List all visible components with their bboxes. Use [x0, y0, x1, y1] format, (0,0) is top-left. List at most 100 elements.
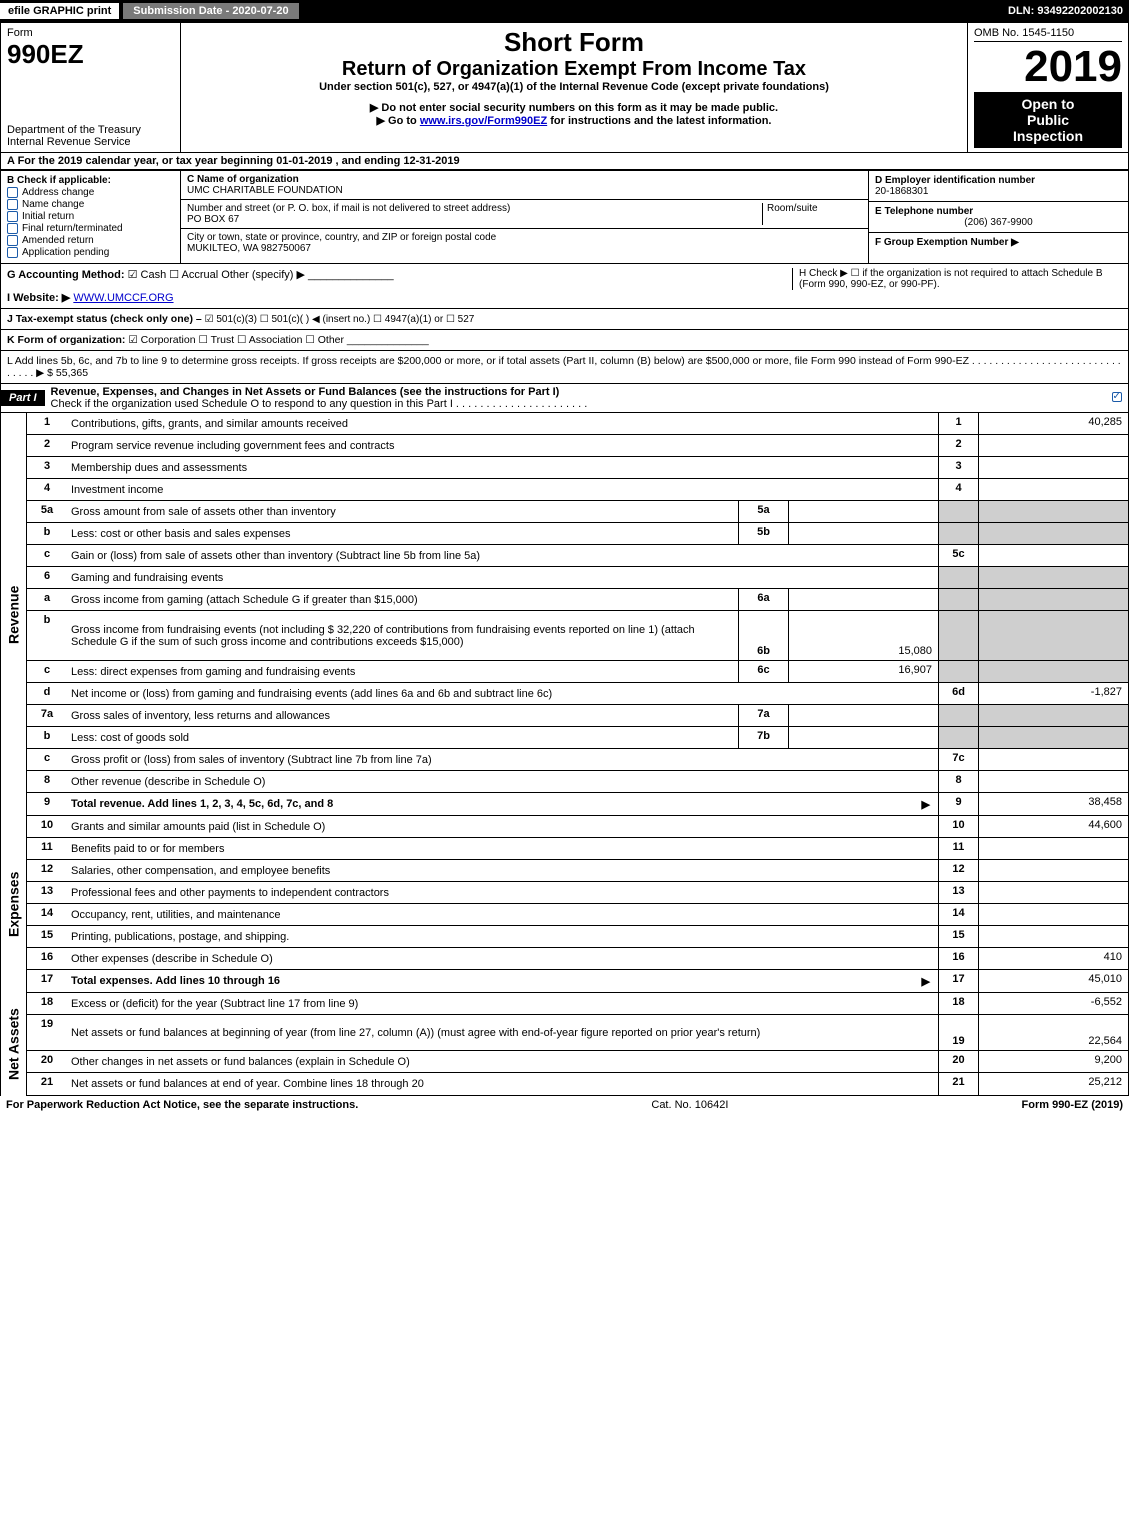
phone-label: E Telephone number — [875, 206, 973, 217]
dln: DLN: 93492202002130 — [1008, 5, 1129, 17]
a-tax-year-line: A For the 2019 calendar year, or tax yea… — [0, 153, 1129, 170]
cb-amended-return[interactable]: Amended return — [22, 235, 94, 246]
line-17: 17 Total expenses. Add lines 10 through … — [27, 970, 1128, 992]
line-6d-value: -1,827 — [978, 683, 1128, 704]
line-6c: c Less: direct expenses from gaming and … — [27, 661, 1128, 683]
line-21-value: 25,212 — [978, 1073, 1128, 1095]
info-grid: B Check if applicable: Address change Na… — [0, 170, 1129, 264]
line-9: 9 Total revenue. Add lines 1, 2, 3, 4, 5… — [27, 793, 1128, 815]
short-form-title: Short Form — [187, 27, 961, 58]
k-label: K Form of organization: — [7, 334, 125, 346]
bullet-2-pre: ▶ Go to — [377, 115, 420, 127]
room-suite-label: Room/suite — [762, 203, 862, 225]
line-4: 4 Investment income 4 — [27, 479, 1128, 501]
section-c: C Name of organization UMC CHARITABLE FO… — [181, 171, 868, 263]
i-label: I Website: ▶ — [7, 292, 70, 304]
org-address: PO BOX 67 — [187, 214, 239, 225]
return-title: Return of Organization Exempt From Incom… — [187, 58, 961, 81]
net-assets-side-label: Net Assets — [0, 993, 26, 1096]
arrow-icon: ▶ — [922, 798, 934, 811]
line-9-value: 38,458 — [978, 793, 1128, 815]
bullet-2: ▶ Go to www.irs.gov/Form990EZ for instru… — [187, 114, 961, 127]
form-code: 990EZ — [7, 39, 84, 69]
line-6d: d Net income or (loss) from gaming and f… — [27, 683, 1128, 705]
cb-initial-return[interactable]: Initial return — [22, 211, 74, 222]
line-12: 12 Salaries, other compensation, and emp… — [27, 860, 1128, 882]
under-section: Under section 501(c), 527, or 4947(a)(1)… — [187, 81, 961, 93]
j-label: J Tax-exempt status (check only one) – — [7, 313, 202, 325]
g-options[interactable]: ☑ Cash ☐ Accrual Other (specify) ▶ — [128, 269, 305, 281]
line-11: 11 Benefits paid to or for members 11 — [27, 838, 1128, 860]
line-5a: 5a Gross amount from sale of assets othe… — [27, 501, 1128, 523]
line-13: 13 Professional fees and other payments … — [27, 882, 1128, 904]
efile-label[interactable]: efile GRAPHIC print — [0, 3, 119, 19]
line-7b: b Less: cost of goods sold 7b — [27, 727, 1128, 749]
line-19-value: 22,564 — [978, 1015, 1128, 1050]
form-header: Form 990EZ Department of the Treasury In… — [0, 22, 1129, 153]
irs-link[interactable]: www.irs.gov/Form990EZ — [420, 115, 547, 127]
line-6a: a Gross income from gaming (attach Sched… — [27, 589, 1128, 611]
part-1-sub: Check if the organization used Schedule … — [51, 398, 588, 410]
submission-date: Submission Date - 2020-07-20 — [123, 3, 298, 19]
cat-no: Cat. No. 10642I — [651, 1099, 728, 1111]
expenses-section: Expenses 10 Grants and similar amounts p… — [0, 816, 1129, 993]
dept-2: Internal Revenue Service — [7, 136, 131, 148]
ein-value: 20-1868301 — [875, 186, 928, 197]
k-row: K Form of organization: ☑ Corporation ☐ … — [0, 330, 1129, 351]
line-16-value: 410 — [978, 948, 1128, 969]
line-14: 14 Occupancy, rent, utilities, and maint… — [27, 904, 1128, 926]
net-assets-section: Net Assets 18 Excess or (deficit) for th… — [0, 993, 1129, 1096]
form-label: Form — [7, 27, 33, 39]
cb-final-return[interactable]: Final return/terminated — [22, 223, 123, 234]
ein-label: D Employer identification number — [875, 175, 1035, 186]
arrow-icon: ▶ — [922, 975, 934, 988]
line-16: 16 Other expenses (describe in Schedule … — [27, 948, 1128, 970]
group-exemption-label: F Group Exemption Number ▶ — [875, 237, 1019, 248]
cb-addr-change[interactable]: Address change — [22, 187, 94, 198]
cb-name-change[interactable]: Name change — [22, 199, 84, 210]
website-link[interactable]: WWW.UMCCF.ORG — [73, 292, 173, 304]
line-17-value: 45,010 — [978, 970, 1128, 992]
line-20: 20 Other changes in net assets or fund b… — [27, 1051, 1128, 1073]
j-options[interactable]: ☑ 501(c)(3) ☐ 501(c)( ) ◀ (insert no.) ☐… — [205, 314, 475, 325]
expenses-side-label: Expenses — [0, 816, 26, 993]
line-2: 2 Program service revenue including gove… — [27, 435, 1128, 457]
part-1-table: Revenue 1 Contributions, gifts, grants, … — [0, 413, 1129, 816]
c-addr-label: Number and street (or P. O. box, if mail… — [187, 203, 510, 214]
g-label: G Accounting Method: — [7, 269, 125, 281]
section-d-e-f: D Employer identification number 20-1868… — [868, 171, 1128, 263]
line-10: 10 Grants and similar amounts paid (list… — [27, 816, 1128, 838]
section-b: B Check if applicable: Address change Na… — [1, 171, 181, 263]
line-18: 18 Excess or (deficit) for the year (Sub… — [27, 993, 1128, 1015]
part-1-badge: Part I — [1, 390, 45, 406]
line-10-value: 44,600 — [978, 816, 1128, 837]
line-19: 19 Net assets or fund balances at beginn… — [27, 1015, 1128, 1051]
line-6c-value: 16,907 — [788, 661, 938, 682]
c-name-label: C Name of organization — [187, 174, 299, 185]
line-20-value: 9,200 — [978, 1051, 1128, 1072]
part-1-title: Revenue, Expenses, and Changes in Net As… — [51, 386, 560, 398]
bullet-2-post: for instructions and the latest informat… — [547, 115, 771, 127]
c-city-label: City or town, state or province, country… — [187, 232, 496, 243]
tax-year: 2019 — [974, 42, 1122, 92]
b-label: B Check if applicable: — [7, 175, 174, 186]
l-row: L Add lines 5b, 6c, and 7b to line 9 to … — [0, 351, 1129, 384]
org-name: UMC CHARITABLE FOUNDATION — [187, 185, 343, 196]
g-h-row: G Accounting Method: ☑ Cash ☐ Accrual Ot… — [0, 264, 1129, 309]
omb-number: OMB No. 1545-1150 — [974, 27, 1122, 42]
revenue-side-label: Revenue — [0, 413, 26, 816]
line-6b-value: 15,080 — [788, 611, 938, 660]
cb-application-pending[interactable]: Application pending — [22, 247, 109, 258]
line-7c: c Gross profit or (loss) from sales of i… — [27, 749, 1128, 771]
line-18-value: -6,552 — [978, 993, 1128, 1014]
phone-value: (206) 367-9900 — [875, 217, 1122, 228]
line-3: 3 Membership dues and assessments 3 — [27, 457, 1128, 479]
j-row: J Tax-exempt status (check only one) – ☑… — [0, 309, 1129, 330]
line-1: 1 Contributions, gifts, grants, and simi… — [27, 413, 1128, 435]
line-21: 21 Net assets or fund balances at end of… — [27, 1073, 1128, 1095]
k-options[interactable]: ☑ Corporation ☐ Trust ☐ Association ☐ Ot… — [128, 334, 344, 346]
line-8: 8 Other revenue (describe in Schedule O)… — [27, 771, 1128, 793]
bullet-1: ▶ Do not enter social security numbers o… — [187, 101, 961, 114]
schedule-o-checkbox[interactable] — [1112, 392, 1122, 402]
part-1-header: Part I Revenue, Expenses, and Changes in… — [0, 384, 1129, 413]
